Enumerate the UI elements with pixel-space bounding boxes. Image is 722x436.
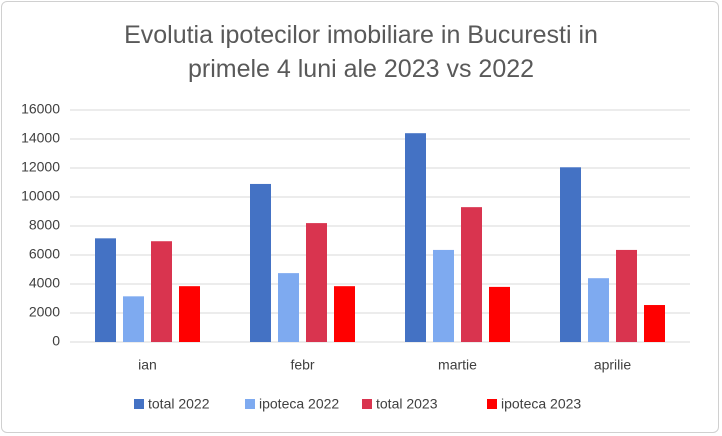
chart-title: Evolutia ipotecilor imobiliare in Bucure… xyxy=(124,21,598,83)
bar xyxy=(151,241,172,342)
y-tick-label: 4000 xyxy=(29,275,60,291)
bar xyxy=(278,273,299,342)
bar xyxy=(250,183,271,342)
bar xyxy=(95,238,116,342)
y-tick-label: 2000 xyxy=(29,304,60,320)
x-tick-label: ian xyxy=(138,357,157,373)
bar xyxy=(489,286,510,342)
legend-swatch xyxy=(487,399,497,409)
bar xyxy=(461,207,482,342)
bar xyxy=(405,133,426,342)
y-tick-label: 8000 xyxy=(29,217,60,233)
y-tick-label: 6000 xyxy=(29,246,60,262)
bar xyxy=(616,249,637,342)
legend-swatch xyxy=(362,399,372,409)
bar xyxy=(588,278,609,342)
y-tick-label: 14000 xyxy=(21,130,60,146)
legend-swatch xyxy=(245,399,255,409)
legend-label: total 2023 xyxy=(376,396,438,412)
bar xyxy=(433,249,454,342)
bar xyxy=(560,167,581,342)
bar xyxy=(644,305,665,342)
y-tick-label: 12000 xyxy=(21,159,60,175)
legend-label: total 2022 xyxy=(148,396,210,412)
legend-swatch xyxy=(134,399,144,409)
x-tick-label: martie xyxy=(438,357,477,373)
bar xyxy=(123,296,144,342)
bar xyxy=(334,286,355,342)
legend-label: ipoteca 2023 xyxy=(501,396,581,412)
bar xyxy=(179,286,200,342)
y-tick-label: 0 xyxy=(52,333,60,349)
legend-label: ipoteca 2022 xyxy=(259,396,339,412)
x-tick-label: aprilie xyxy=(594,357,632,373)
y-tick-label: 16000 xyxy=(21,101,60,117)
y-tick-label: 10000 xyxy=(21,188,60,204)
x-tick-label: febr xyxy=(290,357,314,373)
bar xyxy=(306,223,327,342)
